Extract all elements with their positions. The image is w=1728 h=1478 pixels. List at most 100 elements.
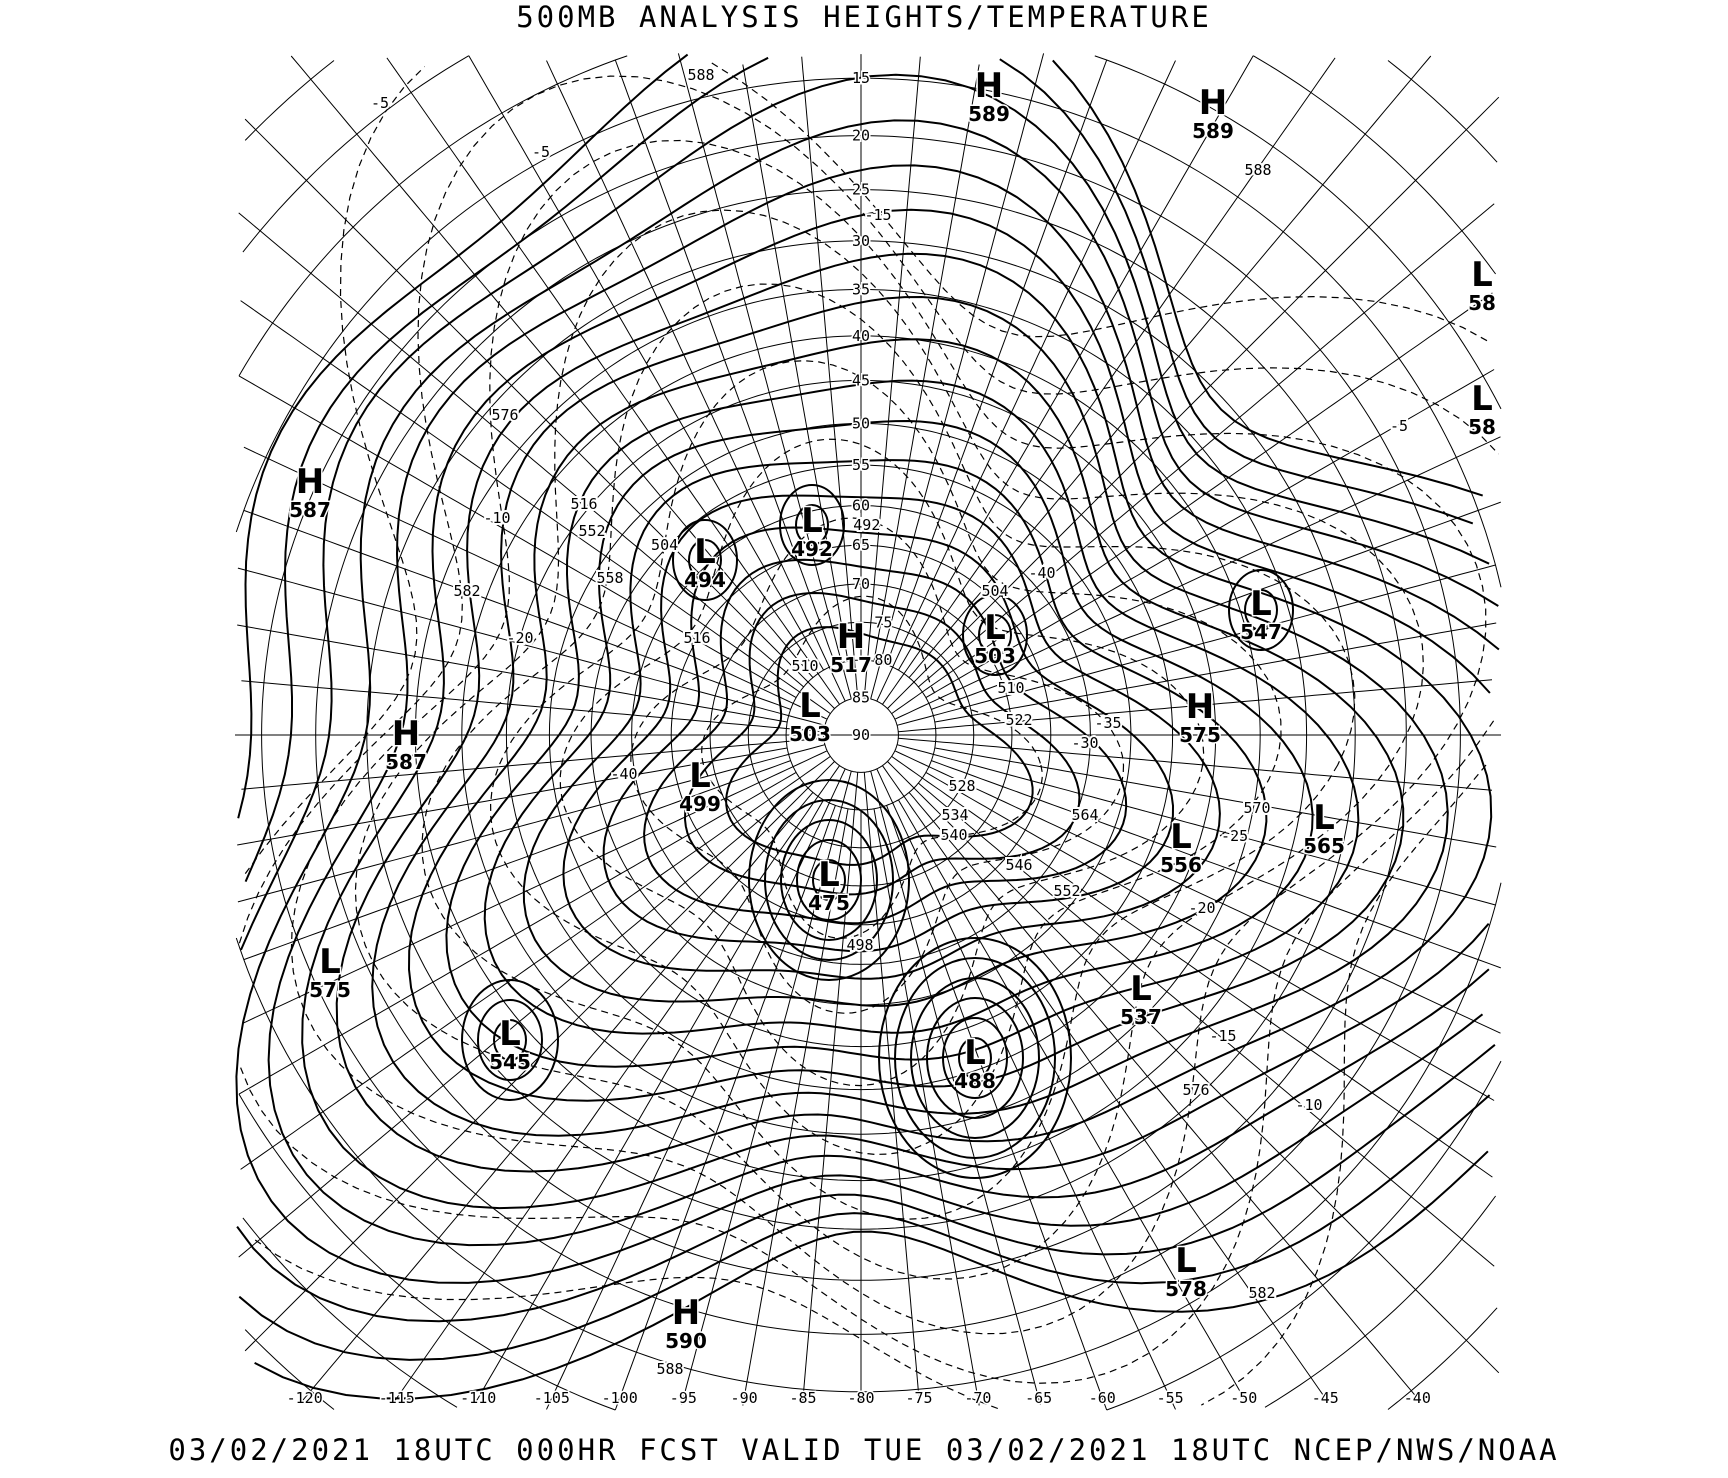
latitude-circle <box>244 60 1498 1410</box>
closed-low-contour <box>672 519 738 601</box>
height-contour <box>236 73 1496 1323</box>
center-letter: L <box>1250 584 1272 624</box>
contour-label: 546 <box>1005 856 1032 874</box>
contour-label: 510 <box>997 679 1024 697</box>
closed-low-contour <box>978 614 1012 656</box>
height-contour <box>267 164 1500 1247</box>
temperature-contour <box>489 360 1282 1156</box>
latitude-label: 90 <box>852 726 870 744</box>
meridian-line <box>873 808 980 1406</box>
meridian-line <box>801 56 859 698</box>
meridian-line <box>925 771 1495 1101</box>
contour-label: 582 <box>453 582 480 600</box>
center-letter: H <box>296 462 324 502</box>
latitude-label: 85 <box>852 689 870 707</box>
meridian-line <box>243 750 828 1024</box>
longitude-label: -100 <box>602 1389 638 1407</box>
center-letter: H <box>672 1293 700 1333</box>
meridian-line <box>238 771 797 1095</box>
center-value: 517 <box>830 653 872 677</box>
contour-label: -40 <box>610 765 637 783</box>
contour-label: 534 <box>941 806 968 824</box>
contour-label: 510 <box>791 657 818 675</box>
center-value: 475 <box>808 891 850 915</box>
contour-label: 498 <box>846 936 873 954</box>
meridian-line <box>870 53 1045 700</box>
contour-label: 570 <box>1243 799 1270 817</box>
closed-low-contour <box>1244 589 1278 631</box>
meridian-line <box>243 446 828 720</box>
center-letter: L <box>984 608 1006 648</box>
contour-label: 552 <box>578 522 605 540</box>
meridian-line <box>241 737 824 790</box>
meridian-line <box>891 755 1493 1178</box>
closed-low-contour <box>958 1037 992 1079</box>
center-letter: L <box>694 532 716 572</box>
latitude-label: 65 <box>852 536 870 554</box>
meridian-line <box>677 53 852 700</box>
temperature-contour <box>290 139 1487 1335</box>
contour-label: 558 <box>596 569 623 587</box>
closed-low-contour <box>795 504 829 546</box>
meridian-line <box>546 60 846 702</box>
chart-title: 500MB ANALYSIS HEIGHTS/TEMPERATURE <box>516 0 1212 34</box>
center-letter: L <box>689 756 711 796</box>
closed-low-contour <box>796 839 862 921</box>
contour-label: -10 <box>483 509 510 527</box>
longitude-label: -120 <box>287 1389 323 1407</box>
contour-label: 564 <box>1071 806 1098 824</box>
center-letter: L <box>1130 969 1152 1009</box>
closed-low-contour <box>779 484 845 566</box>
center-letter: H <box>1199 83 1227 123</box>
temperature-contour <box>421 283 1356 1220</box>
center-value: 587 <box>289 498 331 522</box>
meridian-line <box>931 760 1501 969</box>
low-pressure-center: L58 <box>1467 254 1498 317</box>
meridian-line <box>241 680 824 733</box>
meridian-line <box>881 57 1336 705</box>
center-letter: L <box>319 942 341 982</box>
meridian-line <box>290 55 814 678</box>
longitude-label: -55 <box>1157 1389 1184 1407</box>
contour-label: 582 <box>1248 1284 1275 1302</box>
closed-low-contour <box>764 799 894 961</box>
center-letter: L <box>499 1014 521 1054</box>
center-value: 494 <box>684 568 726 592</box>
valid-time-footer: 03/02/2021 18UTC 000HR FCST VALID TUE 03… <box>168 1433 1560 1467</box>
meridian-line <box>894 750 1501 1034</box>
contour-label: -35 <box>1094 714 1121 732</box>
closed-low-contour <box>878 937 1072 1179</box>
height-contour <box>237 53 1489 1400</box>
meridian-line <box>468 55 825 671</box>
low-pressure-center: L58 <box>1467 378 1498 441</box>
center-letter: H <box>392 714 420 754</box>
meridian-line <box>238 375 797 699</box>
center-letter: H <box>1186 687 1214 727</box>
closed-low-contour <box>748 779 910 981</box>
height-contours <box>235 53 1500 1400</box>
latitude-label: 70 <box>852 575 870 593</box>
center-letter: L <box>818 855 840 895</box>
height-contour <box>238 56 1491 1361</box>
latitude-label: 75 <box>874 613 892 631</box>
center-value: 589 <box>968 102 1010 126</box>
longitude-label: -105 <box>534 1389 570 1407</box>
height-contour <box>643 558 1128 925</box>
meridian-line <box>243 509 791 710</box>
contour-label: -5 <box>371 94 389 112</box>
height-contour <box>522 459 1268 1007</box>
center-value: 575 <box>309 978 351 1002</box>
center-value: 578 <box>1165 1277 1207 1301</box>
center-letter: H <box>837 617 865 657</box>
meridian-line <box>237 567 826 726</box>
